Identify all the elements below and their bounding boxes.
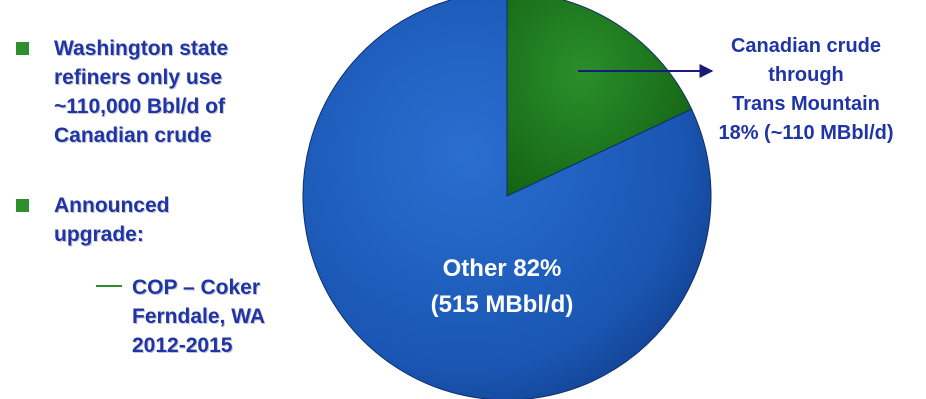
bullet-line: Announced <box>54 194 170 217</box>
bullet-line: refiners only use <box>54 66 223 89</box>
bullet-list: Washington state refiners only use ~110,… <box>0 0 330 399</box>
sub-bullet-dash-icon <box>96 285 122 287</box>
bullet-line: ~110,000 Bbl/d of <box>54 95 225 118</box>
sub-bullet-line: 2012-2015 <box>132 334 233 357</box>
sub-bullet-line: Ferndale, WA <box>132 305 266 328</box>
bullet-line: upgrade: <box>54 223 144 246</box>
slice-label-other: Other 82% (515 MBbl/d) <box>412 251 592 323</box>
bullet-line: Washington state <box>54 37 229 60</box>
slice-label-line: Other 82% <box>442 255 562 282</box>
slice-label-line: through <box>768 64 844 86</box>
slice-label-line: (515 MBbl/d) <box>430 291 574 318</box>
bullet-announced: Announced upgrade: <box>54 191 254 249</box>
bullet-washington: Washington state refiners only use ~110,… <box>54 34 314 150</box>
slice-label-canadian: Canadian crude through Trans Mountain 18… <box>686 32 926 148</box>
slice-label-line: Trans Mountain <box>732 93 880 115</box>
slice-label-line: 18% (~110 MBbl/d) <box>718 122 894 144</box>
bullet-line: Canadian crude <box>54 124 212 147</box>
slice-label-line: Canadian crude <box>730 35 882 57</box>
sub-bullet-cop: COP – Coker Ferndale, WA 2012-2015 <box>132 273 322 360</box>
pie-slice-canadian <box>506 0 693 197</box>
sub-bullet-line: COP – Coker <box>132 276 260 299</box>
bullet-square-icon <box>16 42 29 55</box>
bullet-square-icon <box>16 199 29 212</box>
pie-slice-other <box>302 0 712 399</box>
